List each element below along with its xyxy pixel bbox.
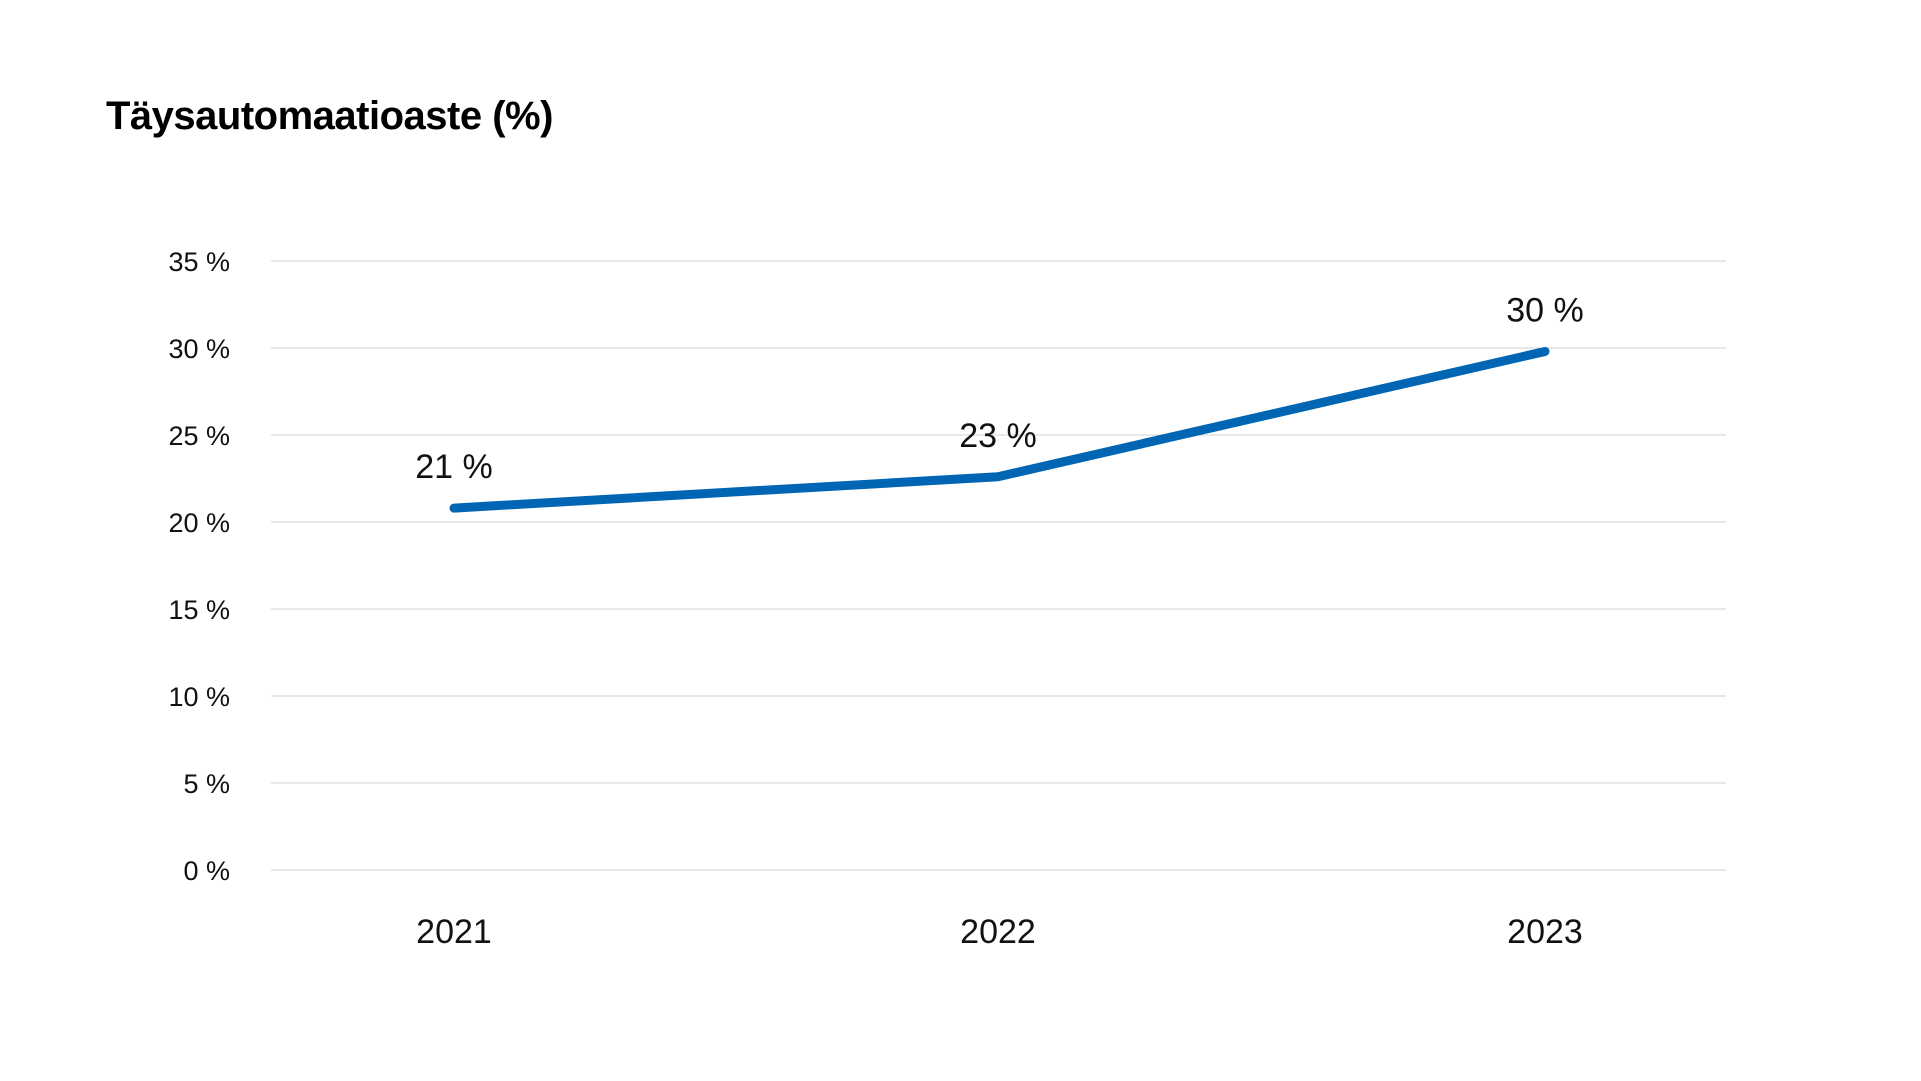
x-tick-label: 2023 [1507,913,1583,951]
y-tick-label: 10 % [168,682,230,712]
y-tick-label: 20 % [168,508,230,538]
y-tick-label: 5 % [183,769,230,799]
chart-title: Täysautomaatioaste (%) [106,94,553,138]
data-label: 21 % [415,448,493,486]
x-tick-label: 2021 [416,913,492,951]
data-label: 30 % [1506,291,1584,329]
y-tick-label: 25 % [168,421,230,451]
y-tick-label: 35 % [168,247,230,277]
y-tick-label: 15 % [168,595,230,625]
y-tick-label: 0 % [183,856,230,886]
data-label: 23 % [959,417,1037,455]
y-tick-label: 30 % [168,334,230,364]
x-tick-label: 2022 [960,913,1036,951]
